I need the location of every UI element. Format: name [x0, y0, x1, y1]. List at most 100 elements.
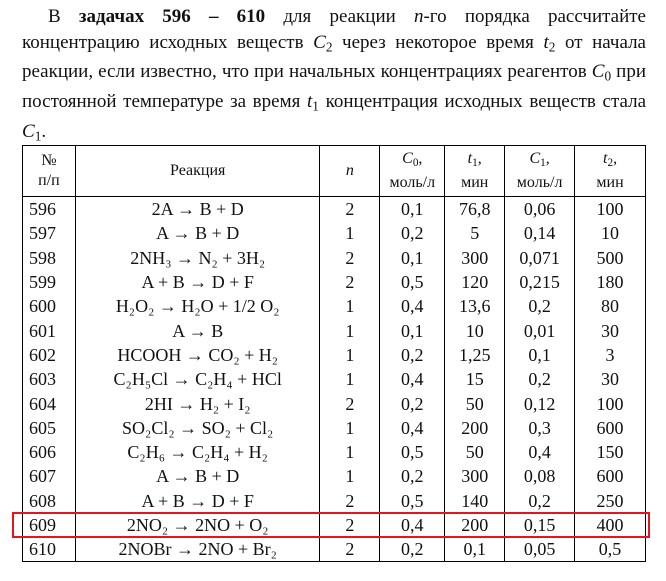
table-cell: 250 [574, 488, 646, 513]
table-cell: 0,1 [444, 537, 506, 563]
table-cell: 0,2 [504, 367, 576, 392]
text-segment: мин [596, 173, 624, 191]
table-cell: 602 [22, 342, 76, 368]
table-cell: 0,4 [504, 439, 576, 465]
table-cell: 0,05 [504, 537, 576, 563]
text-segment: 0 [412, 156, 419, 169]
table-cell: 1 [319, 221, 381, 246]
table-cell: SO₂Cl₂ → SO₂ + Cl₂ [74, 415, 321, 440]
table-header: № п/п Реакция n C0, моль/л t1, мин C1, моль/л t2, м… [22, 145, 646, 197]
header-cell: t2, мин [574, 145, 646, 197]
table-cell: A + B → D + F [74, 269, 321, 295]
text-segment: 1 [312, 98, 319, 114]
header-line: C0, [380, 149, 444, 173]
table-cell: 13,6 [444, 294, 506, 319]
table-cell: 300 [444, 245, 506, 270]
table-cell: 5 [444, 221, 506, 246]
text-segment: n [345, 162, 354, 179]
table-cell: 0,1 [504, 342, 576, 368]
table-cell: 605 [22, 415, 76, 440]
table-row: 598 2NH₃ → N₂ + 3H₂ 2 0,1 300 0,071 500 [22, 245, 646, 270]
table-cell: 600 [22, 294, 76, 319]
text-segment: 2 [325, 38, 333, 54]
text-segment: В [48, 6, 79, 27]
header-row: № п/п Реакция n C0, моль/л t1, мин C1, моль/л t2, м… [22, 145, 646, 197]
table-cell: 0,5 [379, 439, 446, 465]
text-segment: , [418, 150, 423, 168]
text-segment: 2 [607, 156, 614, 169]
header-line: мин [575, 173, 645, 193]
table-cell: 30 [574, 367, 646, 392]
table-cell: 0,12 [504, 391, 576, 416]
table-cell: 200 [444, 512, 506, 538]
table-cell: 0,14 [504, 221, 576, 246]
table-cell: 2NOBr → 2NO + Br₂ [74, 537, 321, 563]
header-line: t2, [575, 149, 645, 173]
header-cell: t1, мин [444, 145, 506, 197]
header-line: мин [445, 173, 504, 193]
table-cell: 600 [574, 415, 646, 440]
text-segment: 1 [540, 156, 546, 169]
text-segment: № [41, 152, 57, 169]
table-cell: 1 [319, 294, 381, 319]
text-segment: от начала реакции, если известно, что пр… [22, 31, 646, 83]
table-cell: 120 [444, 269, 506, 295]
table-cell: 2 [319, 391, 381, 416]
header-cell: n [319, 145, 381, 197]
text-segment: для реакции [265, 6, 414, 27]
table-cell: 400 [574, 512, 646, 538]
text-segment: задачах 596 – 610 [78, 6, 266, 27]
table-cell: 150 [574, 439, 646, 465]
header-line: п/п [23, 171, 75, 191]
table-cell: 2NH₃ → N₂ + 3H₂ [74, 245, 321, 270]
table-row: 605 SO₂Cl₂ → SO₂ + Cl₂ 1 0,4 200 0,3 600 [22, 415, 646, 440]
reaction-table: № п/п Реакция n C0, моль/л t1, мин C1, моль/л t2, м… [22, 145, 646, 563]
table-cell: A → B + D [74, 221, 321, 246]
header-cell: № п/п [22, 145, 76, 197]
table-cell: 2NO₂ → 2NO + O₂ [74, 512, 321, 538]
table-cell: 604 [22, 391, 76, 416]
table-row: 603 C₂H₅Cl → C₂H₄ + HCl 1 0,4 15 0,2 30 [22, 367, 646, 392]
table-cell: 0,4 [379, 294, 446, 319]
table-cell: 0,2 [504, 294, 576, 319]
table-cell: 50 [444, 391, 506, 416]
table-cell: 600 [574, 464, 646, 489]
table-cell: 0,2 [379, 537, 446, 563]
table-cell: 10 [574, 221, 646, 246]
header-cell: C0, моль/л [379, 145, 446, 197]
table-body: 596 2A → B + D 2 0,1 76,8 0,06 100 597 A → B + D… [22, 196, 646, 563]
table-cell: 1 [319, 367, 381, 392]
header-line: C1, [505, 149, 574, 173]
header-line: Реакция [76, 161, 320, 181]
table-row: 607 A → B + D 1 0,2 300 0,08 600 [22, 464, 646, 489]
table-cell: 606 [22, 439, 76, 465]
table-cell: 300 [444, 464, 506, 489]
table-cell: 603 [22, 367, 76, 392]
text-segment: 0 [604, 68, 612, 84]
table-row: 606 C₂H₆ → C₂H₄ + H₂ 1 0,5 50 0,4 150 [22, 439, 646, 465]
header-line: моль/л [380, 173, 444, 193]
table-cell: 0,2 [379, 221, 446, 246]
text-segment: n [413, 6, 424, 27]
table-cell: 610 [22, 537, 76, 563]
table-cell: 0,215 [504, 269, 576, 295]
table-cell: 500 [574, 245, 646, 270]
table-cell: 100 [574, 196, 646, 222]
table-cell: 0,08 [504, 464, 576, 489]
text-segment: , [477, 150, 482, 168]
text-segment: C [529, 150, 541, 168]
table-cell: 0,4 [379, 367, 446, 392]
table-cell: 76,8 [444, 196, 506, 222]
table-cell: H₂O₂ → H₂O + 1/2 O₂ [74, 294, 321, 319]
table-cell: 2 [319, 196, 381, 222]
table-cell: 2A → B + D [74, 196, 321, 222]
text-segment: при постоянной температуре за время [22, 61, 646, 113]
table-cell: 0,15 [504, 512, 576, 538]
table-cell: C₂H₆ → C₂H₄ + H₂ [74, 439, 321, 465]
table-row: 600 H₂O₂ → H₂O + 1/2 O₂ 1 0,4 13,6 0,2 80 [22, 294, 646, 319]
table-cell: 609 [22, 512, 76, 538]
table-cell: 10 [444, 318, 506, 343]
table-cell: 0,2 [379, 391, 446, 416]
highlight-box [12, 511, 650, 539]
